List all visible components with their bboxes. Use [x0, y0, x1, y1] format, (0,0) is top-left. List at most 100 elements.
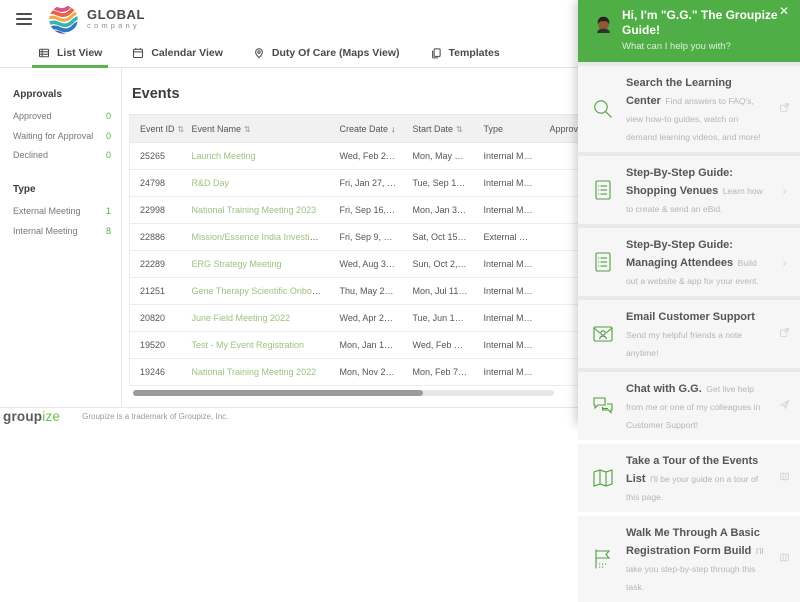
approvals-filter-section: Approvals Approved 0 Waiting for Approva… [13, 89, 111, 160]
event-name-link[interactable]: June Field Meeting 2022 [191, 313, 291, 323]
tab-label: Templates [448, 46, 500, 59]
guide-item-title: Chat with G.G. [626, 383, 702, 395]
filter-waiting-for-approval[interactable]: Waiting for Approval 0 [13, 131, 111, 141]
guide-checklist-icon [591, 178, 615, 202]
cell-event-name: National Training Meeting 2022 [181, 358, 330, 386]
external-link-icon [778, 325, 791, 343]
cell-event-name: National Training Meeting 2023 [181, 196, 330, 224]
cell-event-id: 22998 [129, 196, 182, 224]
cell-event-id: 22289 [129, 250, 182, 278]
guide-item-title: Walk Me Through A Basic Registration For… [626, 527, 760, 557]
filter-external-meeting[interactable]: External Meeting 1 [13, 206, 111, 216]
cell-create-date: Wed, Apr 27, 2022 [329, 304, 403, 332]
event-name-link[interactable]: National Training Meeting 2022 [191, 367, 317, 377]
cell-type: Internal Meeting [473, 277, 540, 305]
guide-item-registration-form-walkthrough[interactable]: Walk Me Through A Basic Registration For… [578, 516, 800, 602]
cell-start-date: Mon, Jan 30, 2023 [402, 196, 474, 224]
email-support-icon [591, 322, 615, 346]
tab-duty-of-care-maps-view[interactable]: Duty Of Care (Maps View) [253, 38, 400, 67]
column-header-event-name[interactable]: Event Name ⇅ [181, 114, 330, 143]
column-header-start-date[interactable]: Start Date ⇅ [402, 114, 474, 143]
filter-count: 8 [105, 225, 111, 236]
guide-item-search-learning-center[interactable]: Search the Learning Center Find answers … [578, 66, 800, 152]
cell-event-id: 22886 [129, 223, 182, 251]
guide-item-events-list-tour[interactable]: Take a Tour of the Events List I'll be y… [578, 444, 800, 512]
cell-event-name: ERG Strategy Meeting [181, 250, 330, 278]
sort-desc-icon: ↓ [391, 123, 396, 134]
guide-item-shopping-venues[interactable]: Step-By-Step Guide: Shopping Venues Lear… [578, 156, 800, 224]
event-name-link[interactable]: Mission/Essence India Investigators Meet… [191, 232, 330, 242]
cell-event-id: 19246 [129, 358, 182, 386]
event-name-link[interactable]: ERG Strategy Meeting [191, 259, 282, 269]
cell-event-id: 20820 [129, 304, 182, 332]
filter-label: Declined [13, 150, 49, 160]
guide-item-desc: Find answers to FAQ's, view how-to guide… [626, 96, 761, 142]
tab-label: Duty Of Care (Maps View) [271, 46, 400, 59]
event-name-link[interactable]: Gene Therapy Scientific Onboarding Meeti… [191, 286, 330, 296]
guide-item-managing-attendees[interactable]: Step-By-Step Guide: Managing Attendees B… [578, 228, 800, 296]
tab-list-view[interactable]: List View [31, 38, 109, 68]
guide-item-chat-with-gg[interactable]: Chat with G.G. Get live help from me or … [578, 372, 800, 440]
guide-items-list: Search the Learning Center Find answers … [578, 62, 800, 602]
guide-item-desc: Build out a website & app for your event… [626, 258, 759, 286]
global-company-logo-icon [48, 3, 79, 35]
event-name-link[interactable]: National Training Meeting 2023 [191, 205, 317, 215]
tab-calendar-view[interactable]: Calendar View [132, 38, 223, 67]
tab-label: Calendar View [151, 46, 223, 59]
cell-type: External Meeti... [473, 223, 540, 251]
cell-create-date: Fri, Sep 16, 2022 [329, 196, 403, 224]
cell-create-date: Mon, Jan 10, 2022 [329, 331, 403, 359]
tab-templates[interactable]: Templates [430, 38, 500, 67]
cell-event-name: Test - My Event Registration [181, 331, 330, 359]
cell-event-name: Launch Meeting [181, 142, 330, 170]
horizontal-scrollbar-track[interactable] [133, 390, 554, 396]
cell-start-date: Mon, Jul 11, 2022 [402, 277, 474, 305]
tour-map-icon [591, 466, 615, 490]
cell-event-id: 24798 [129, 169, 182, 197]
page-title: Events [132, 86, 180, 102]
cell-type: Internal Meeting [473, 331, 540, 359]
column-header-type[interactable]: Type [473, 114, 540, 143]
event-name-link[interactable]: Launch Meeting [191, 151, 256, 161]
cell-event-id: 19520 [129, 331, 182, 359]
map-icon [778, 550, 791, 568]
hamburger-menu-icon[interactable] [16, 13, 32, 25]
cell-type: Internal Meeting [473, 196, 540, 224]
filter-label: Waiting for Approval [13, 130, 94, 141]
guide-title: Hi, I'm "G.G." The Groupize Guide! [622, 8, 778, 37]
cell-start-date: Mon, Feb 7, 2022 [402, 358, 474, 386]
guide-checklist-icon [591, 250, 615, 274]
list-view-icon [38, 48, 50, 57]
chevron-right-icon: › [782, 182, 787, 198]
filter-internal-meeting[interactable]: Internal Meeting 8 [13, 226, 111, 236]
filters-sidebar: Approvals Approved 0 Waiting for Approva… [0, 68, 122, 407]
guide-item-text: Email Customer Support Send my helpful f… [626, 307, 767, 361]
cell-create-date: Wed, Aug 3, 2022 [329, 250, 403, 278]
filter-approved[interactable]: Approved 0 [13, 111, 111, 121]
column-header-create-date[interactable]: Create Date ↓ [329, 114, 403, 143]
close-icon[interactable]: ✕ [778, 4, 789, 18]
guide-item-title: Email Customer Support [626, 311, 755, 323]
filter-declined[interactable]: Declined 0 [13, 150, 111, 160]
horizontal-scrollbar-thumb[interactable] [133, 390, 423, 396]
calendar-icon [133, 47, 144, 58]
cell-start-date: Wed, Feb 9, 2022 [402, 331, 474, 359]
sort-icon: ⇅ [456, 124, 463, 134]
cell-start-date: Mon, May 22, 2023 [402, 142, 474, 170]
guide-item-title: Search the Learning Center [626, 77, 732, 107]
cell-start-date: Tue, Jun 14, 2022 [402, 304, 474, 332]
guide-subtitle: What can I help you with? [622, 41, 731, 52]
section-title: Approvals [13, 89, 62, 100]
guide-panel-header: ✕ Hi, I'm "G.G." The Groupize Guide! Wha… [578, 0, 800, 62]
sort-icon: ⇅ [177, 124, 185, 134]
guide-item-email-support[interactable]: Email Customer Support Send my helpful f… [578, 300, 800, 368]
event-name-link[interactable]: R&D Day [191, 178, 230, 188]
event-name-link[interactable]: Test - My Event Registration [191, 340, 305, 350]
guide-item-text: Step-By-Step Guide: Shopping Venues Lear… [626, 163, 767, 217]
cell-event-name: Gene Therapy Scientific Onboarding Meeti… [181, 277, 330, 305]
cell-event-id: 25265 [129, 142, 182, 170]
cell-type: Internal Meeting [473, 250, 540, 278]
cell-start-date: Sat, Oct 15, 2022 [402, 223, 474, 251]
tab-label: List View [57, 46, 103, 59]
column-header-event-id[interactable]: Event ID ⇅ [129, 114, 185, 143]
